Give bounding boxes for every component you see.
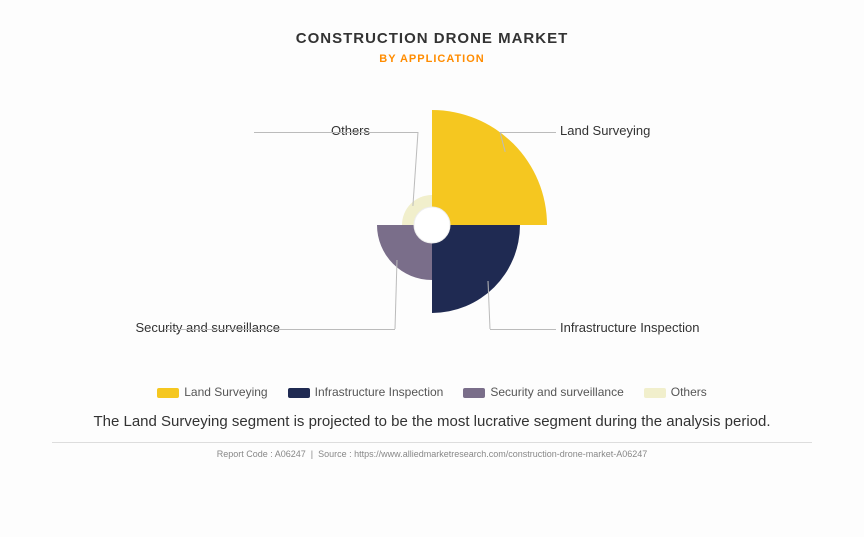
chart-subtitle: BY APPLICATION [0,47,864,65]
leader-line [164,329,395,330]
slice-label-land-surveying: Land Surveying [560,123,650,138]
legend-label: Others [671,385,707,399]
legend-label: Land Surveying [184,385,267,399]
source-line: Report Code : A06247 | Source : https://… [0,449,864,459]
legend-item-security-and-surveillance: Security and surveillance [463,385,623,399]
report-code: A06247 [275,449,306,459]
report-code-label: Report Code : [217,449,273,459]
center-hole [414,207,450,243]
leader-line [490,329,556,330]
legend-swatch [463,388,485,398]
leader-line [254,132,418,133]
divider [52,442,812,443]
leader-line [500,132,556,133]
footer-text: The Land Surveying segment is projected … [0,413,864,430]
slice-land-surveying [432,110,547,225]
slice-infrastructure-inspection [432,225,520,313]
source-url: https://www.alliedmarketresearch.com/con… [354,449,647,459]
legend-item-others: Others [644,385,707,399]
legend-swatch [157,388,179,398]
source-label: Source : [318,449,352,459]
chart-title: CONSTRUCTION DRONE MARKET [0,0,864,47]
slice-label-others: Others [190,123,370,138]
slice-label-security-and-surveillance: Security and surveillance [100,320,280,335]
legend-item-infrastructure-inspection: Infrastructure Inspection [288,385,444,399]
legend-label: Infrastructure Inspection [315,385,444,399]
legend-swatch [644,388,666,398]
chart-area: Land Surveying Infrastructure Inspection S… [0,65,864,385]
legend-label: Security and surveillance [490,385,623,399]
legend-swatch [288,388,310,398]
legend: Land Surveying Infrastructure Inspection S… [0,385,864,399]
legend-item-land-surveying: Land Surveying [157,385,267,399]
slice-label-infrastructure-inspection: Infrastructure Inspection [560,320,699,335]
